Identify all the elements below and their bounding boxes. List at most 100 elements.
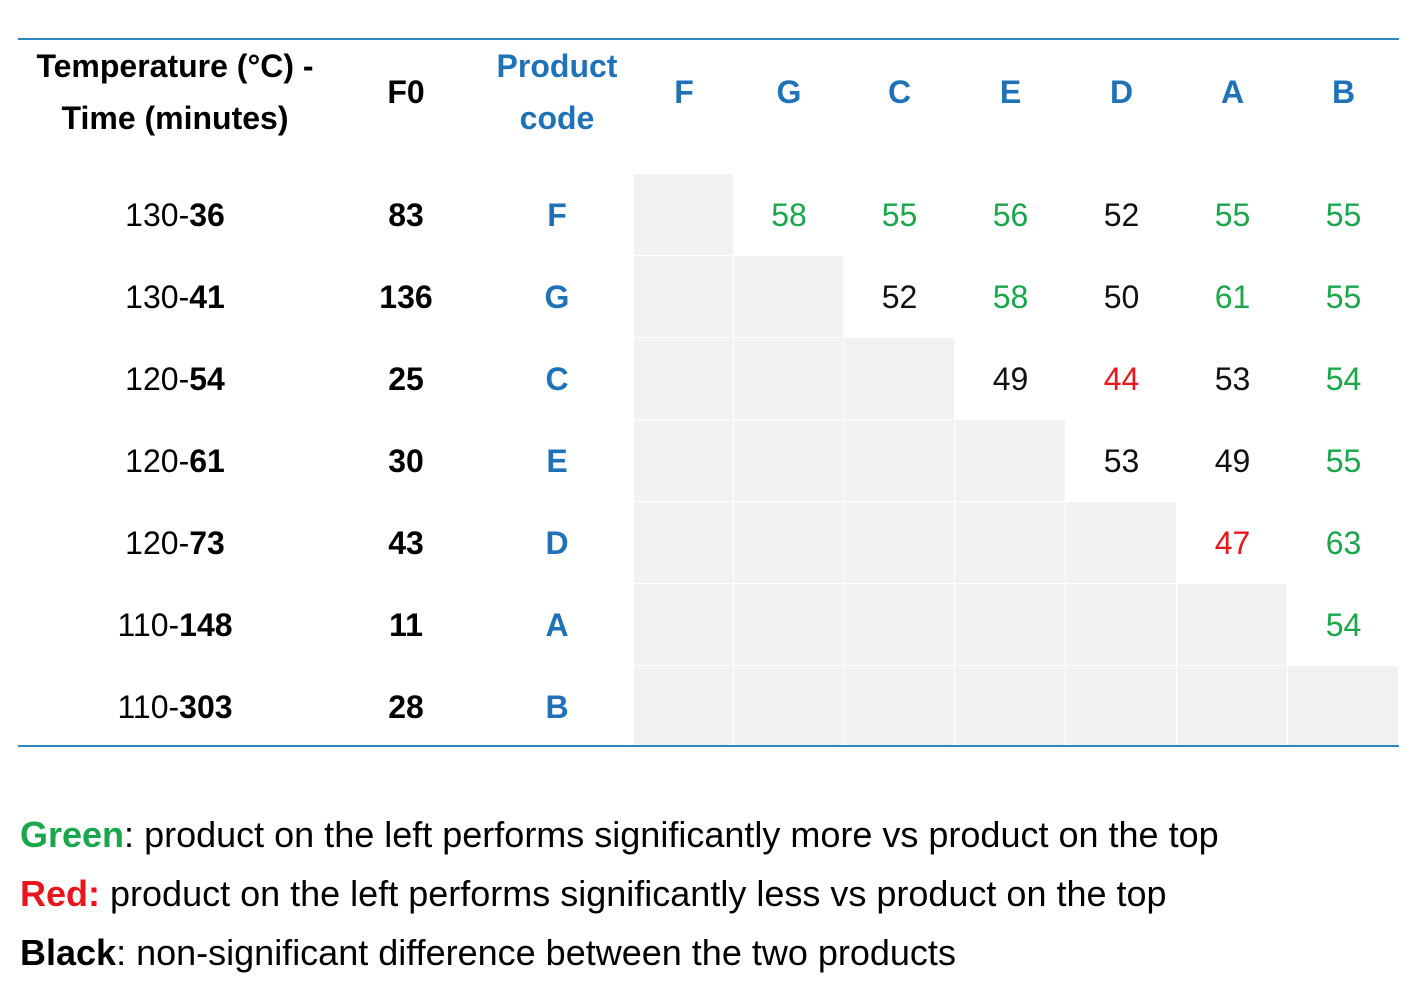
matrix-value-f-vs-e: 56 — [992, 197, 1029, 233]
column-header-b: B — [1331, 74, 1356, 110]
empty-matrix-cell — [734, 666, 844, 748]
matrix-value-f-vs-g: 58 — [771, 197, 807, 233]
matrix-value-e-vs-a: 49 — [1214, 443, 1251, 479]
matrix-value-e-vs-b: 55 — [1325, 443, 1362, 479]
matrix-value-d-vs-a: 47 — [1214, 525, 1251, 561]
matrix-value-f-vs-c: 55 — [881, 197, 918, 233]
row-product-code: C — [545, 361, 569, 397]
time-value: 54 — [189, 361, 225, 397]
matrix-value-a-vs-b: 54 — [1325, 607, 1362, 643]
row-f0: 136 — [379, 279, 433, 315]
empty-matrix-cell — [1177, 584, 1288, 666]
legend-text: product on the left performs significant… — [110, 873, 1167, 914]
empty-matrix-cell — [955, 584, 1066, 666]
matrix-value-c-vs-d: 44 — [1103, 361, 1140, 397]
matrix-value-g-vs-c: 52 — [881, 279, 918, 315]
matrix-value-f-vs-d: 52 — [1103, 197, 1140, 233]
row-temp-time: 130-41 — [18, 256, 332, 338]
matrix-value-c-vs-b: 54 — [1325, 361, 1362, 397]
header-f0: F0 — [387, 74, 425, 110]
empty-matrix-cell — [844, 584, 955, 666]
time-value: 36 — [189, 197, 225, 233]
temperature-value: 120- — [125, 443, 190, 479]
row-f0: 11 — [389, 607, 423, 643]
empty-matrix-cell — [734, 584, 844, 666]
empty-matrix-cell — [634, 338, 734, 420]
time-value: 61 — [189, 443, 225, 479]
matrix-value-e-vs-d: 53 — [1103, 443, 1140, 479]
matrix-value-f-vs-a: 55 — [1214, 197, 1251, 233]
column-header-a: A — [1220, 74, 1245, 110]
table-top-rule — [18, 38, 1399, 40]
legend-separator: : — [116, 932, 137, 973]
row-temp-time: 110-303 — [18, 666, 332, 748]
time-value: 41 — [189, 279, 225, 315]
empty-matrix-cell — [844, 666, 955, 748]
table-bottom-rule — [18, 745, 1399, 747]
header-temperature-line: Temperature (°C) - — [36, 48, 314, 84]
row-f0: 30 — [388, 443, 424, 479]
matrix-value-g-vs-e: 58 — [992, 279, 1029, 315]
empty-matrix-cell — [734, 256, 844, 338]
row-product-code: D — [545, 525, 569, 561]
column-header-f: F — [674, 74, 694, 110]
empty-matrix-cell — [634, 584, 734, 666]
row-product-code: A — [545, 607, 569, 643]
empty-matrix-cell — [734, 338, 844, 420]
legend-line-g: Green: product on the left performs sign… — [20, 806, 1219, 864]
row-temp-time: 130-36 — [18, 174, 332, 256]
time-value: 148 — [179, 607, 233, 643]
row-f0: 43 — [388, 525, 424, 561]
temperature-value: 120- — [125, 361, 190, 397]
row-product-code: B — [545, 689, 569, 725]
matrix-value-d-vs-b: 63 — [1325, 525, 1362, 561]
temperature-value: 130- — [125, 197, 190, 233]
legend-key: Red: — [20, 873, 100, 914]
empty-matrix-cell — [844, 338, 955, 420]
row-temp-time: 120-54 — [18, 338, 332, 420]
matrix-value-c-vs-e: 49 — [992, 361, 1029, 397]
empty-matrix-cell — [955, 666, 1066, 748]
column-header-d: D — [1109, 74, 1134, 110]
row-f0: 25 — [388, 361, 424, 397]
header-code-line: code — [519, 100, 595, 136]
column-header-e: E — [999, 74, 1022, 110]
row-temp-time: 120-73 — [18, 502, 332, 584]
matrix-value-f-vs-b: 55 — [1325, 197, 1362, 233]
empty-matrix-cell — [844, 502, 955, 584]
header-temperature-time: Temperature (°C) - Time (minutes) — [18, 40, 332, 144]
header-product-line: Product — [496, 48, 618, 84]
temperature-value: 110- — [117, 689, 180, 725]
row-product-code: G — [544, 279, 570, 315]
empty-matrix-cell — [1288, 666, 1399, 748]
empty-matrix-cell — [634, 502, 734, 584]
header-product-code: Product code — [480, 40, 634, 144]
legend-key: Green — [20, 814, 125, 855]
time-value: 73 — [189, 525, 225, 561]
empty-matrix-cell — [734, 420, 844, 502]
legend-line-r: Red: product on the left performs signif… — [20, 865, 1167, 923]
row-temp-time: 120-61 — [18, 420, 332, 502]
empty-matrix-cell — [634, 256, 734, 338]
matrix-value-g-vs-d: 50 — [1103, 279, 1140, 315]
legend-text: product on the left performs significant… — [144, 814, 1219, 855]
legend-separator: : — [124, 814, 145, 855]
temperature-value: 130- — [125, 279, 190, 315]
temperature-value: 120- — [125, 525, 190, 561]
empty-matrix-cell — [1066, 584, 1177, 666]
matrix-value-c-vs-a: 53 — [1214, 361, 1251, 397]
legend-separator — [100, 873, 110, 914]
row-product-code: E — [546, 443, 568, 479]
column-header-c: C — [887, 74, 912, 110]
empty-matrix-cell — [955, 502, 1066, 584]
row-f0: 83 — [388, 197, 424, 233]
empty-matrix-cell — [1066, 502, 1177, 584]
header-time-line: Time (minutes) — [61, 100, 289, 136]
legend-key: Black — [20, 932, 117, 973]
empty-matrix-cell — [844, 420, 955, 502]
time-value: 303 — [179, 689, 233, 725]
empty-matrix-cell — [955, 420, 1066, 502]
empty-matrix-cell — [634, 666, 734, 748]
empty-matrix-cell — [634, 420, 734, 502]
row-temp-time: 110-148 — [18, 584, 332, 666]
